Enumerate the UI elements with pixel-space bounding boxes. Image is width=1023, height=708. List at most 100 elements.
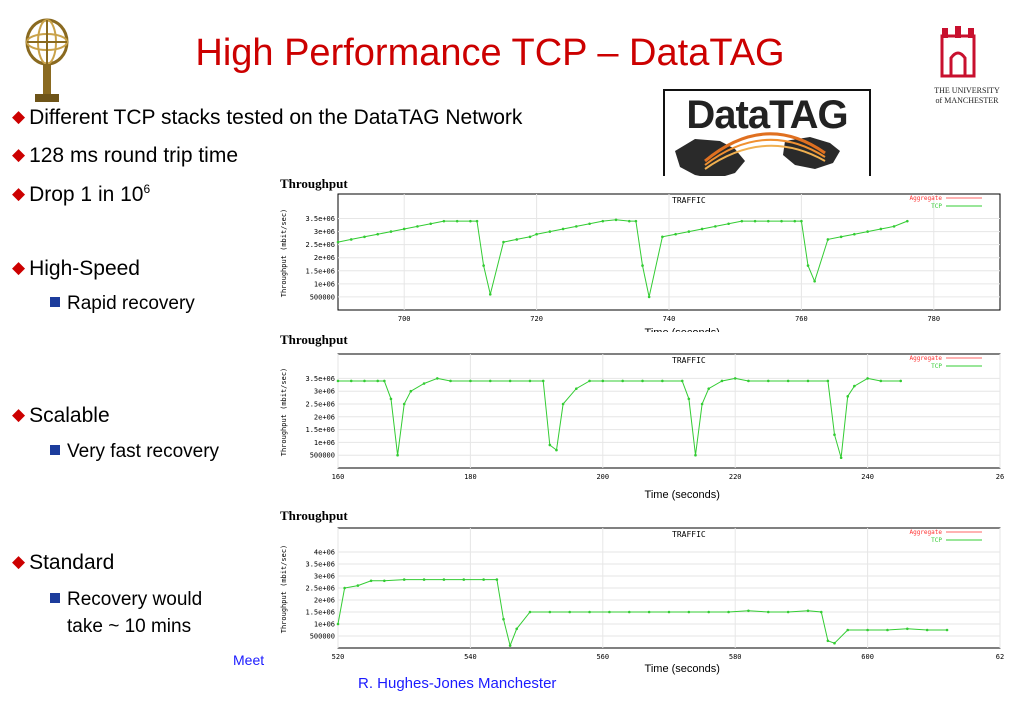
data-point [575, 387, 578, 390]
y-tick-label: 3e+06 [314, 228, 335, 236]
data-point [409, 389, 413, 393]
legend-tcp: TCP [931, 363, 942, 370]
data-point [647, 610, 651, 614]
datatag-wordmark: DataTAG [686, 93, 848, 137]
legend-tcp: TCP [931, 203, 942, 210]
legend-tcp: TCP [931, 537, 942, 544]
data-point [694, 453, 697, 457]
data-point [508, 379, 512, 383]
y-tick-label: 3.5e+06 [305, 561, 335, 569]
bullet-drop: ◆ Drop 1 in 106 [12, 182, 151, 206]
data-point [535, 232, 538, 236]
data-point [886, 628, 889, 632]
data-point [349, 238, 353, 241]
data-point [661, 235, 664, 239]
data-point [839, 456, 843, 460]
data-point [442, 219, 446, 223]
data-point [488, 293, 492, 296]
data-point [786, 610, 790, 614]
x-tick-label: 520 [332, 653, 345, 661]
sub-very-fast-recovery: Very fast recovery [50, 438, 219, 465]
data-point [575, 225, 578, 228]
square-bullet-icon [50, 445, 60, 455]
chart-standard-svg: Throughput TRAFFIC 500000 1e+06 1.5e+06 2e+06… [280, 508, 1004, 675]
data-point [747, 609, 750, 613]
data-point [826, 238, 830, 241]
world-map-icon [675, 132, 840, 179]
data-point [687, 397, 691, 401]
data-point [833, 641, 836, 645]
data-point [436, 377, 439, 380]
y-tick-label: 1e+06 [314, 621, 335, 629]
data-point [422, 578, 426, 581]
sub-recovery-mins: take ~ 10 mins [67, 616, 192, 637]
y-tick-label: 500000 [310, 452, 335, 460]
data-point [806, 609, 810, 613]
data-point [667, 610, 671, 614]
chart-panel-label: Throughput [280, 332, 348, 347]
university-line-2: of MANCHESTER [935, 96, 999, 105]
data-point [541, 379, 545, 383]
bullet-high-speed: ◆ High-Speed [12, 257, 140, 280]
x-tick-label: 760 [795, 315, 808, 323]
data-point [906, 219, 909, 223]
data-point [389, 397, 393, 401]
chart-panel-label: Throughput [280, 176, 348, 191]
data-point [753, 219, 757, 223]
y-tick-label: 500000 [310, 633, 335, 641]
chart-title: TRAFFIC [672, 196, 706, 205]
data-point [561, 227, 565, 231]
x-axis-label: Time (seconds) [645, 663, 720, 675]
data-point [634, 219, 638, 223]
experiment-logo [22, 14, 72, 106]
data-point [469, 219, 472, 223]
data-point [389, 230, 393, 233]
y-tick-label: 1.5e+06 [305, 267, 335, 275]
y-tick-label: 3e+06 [314, 573, 335, 581]
data-point [806, 264, 810, 267]
crest-icon [940, 26, 976, 78]
data-point [396, 453, 399, 457]
data-point [687, 230, 691, 233]
y-tick-label: 3e+06 [314, 388, 335, 396]
data-point [588, 610, 591, 614]
data-point [488, 379, 492, 383]
data-point [866, 377, 869, 380]
y-tick-label: 1.5e+06 [305, 426, 335, 434]
data-point [528, 610, 532, 614]
y-tick-label: 1.5e+06 [305, 609, 335, 617]
x-tick-label: 160 [332, 473, 345, 481]
data-point [402, 402, 406, 406]
data-point [680, 379, 684, 383]
data-point [853, 232, 856, 236]
data-point [469, 379, 472, 383]
data-point [767, 610, 770, 614]
data-point [376, 379, 380, 383]
diamond-icon: ◆ [12, 405, 26, 424]
data-point [601, 219, 605, 223]
data-point [462, 578, 466, 581]
data-point [349, 379, 353, 383]
data-point [674, 232, 677, 236]
x-tick-label: 740 [663, 315, 676, 323]
data-point [568, 610, 571, 614]
data-point [336, 622, 340, 626]
data-point [733, 377, 737, 380]
data-point [786, 379, 790, 383]
data-point [819, 610, 823, 614]
chart-scalable-svg: Throughput TRAFFIC 500000 1e+06 1.5e+06 2e+06… [280, 332, 1004, 501]
data-point [700, 227, 704, 231]
data-point [641, 264, 644, 267]
footer-meeting: Meet [233, 652, 265, 668]
diamond-icon: ◆ [12, 258, 26, 277]
x-tick-label: 62 [996, 653, 1004, 661]
data-point [767, 379, 770, 383]
data-point [661, 379, 664, 383]
data-point [826, 639, 830, 643]
data-point [429, 222, 432, 226]
y-tick-label: 3.5e+06 [305, 375, 335, 383]
data-point [548, 443, 552, 447]
data-point [826, 379, 830, 383]
data-point [720, 379, 724, 383]
university-line-1: THE UNIVERSITY [934, 86, 1000, 95]
